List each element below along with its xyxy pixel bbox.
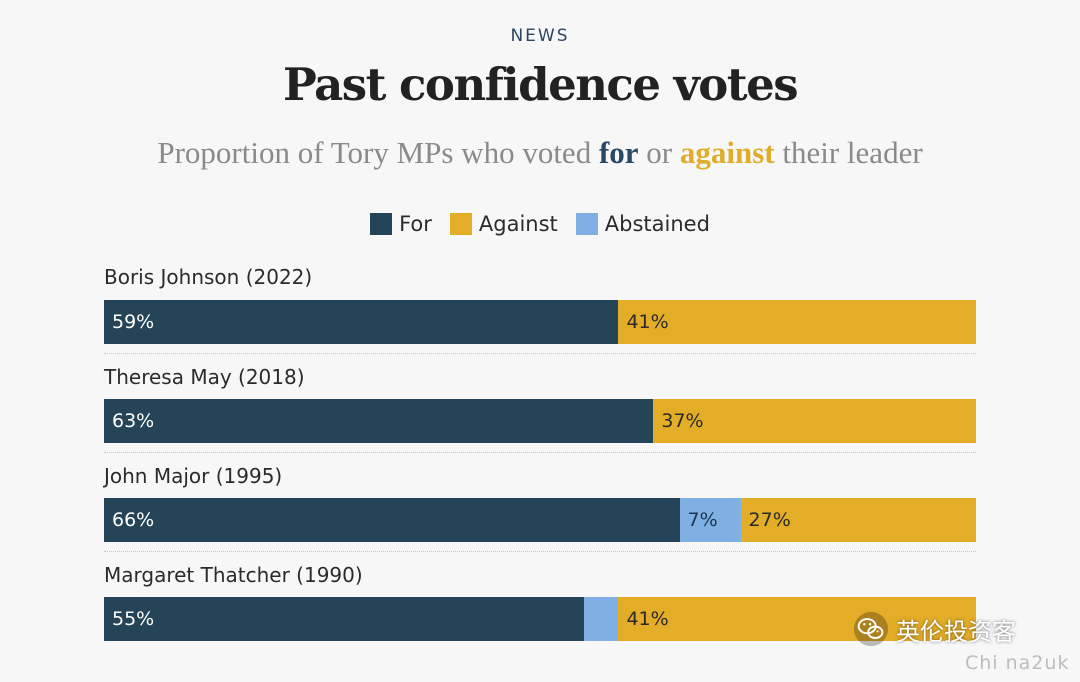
data-label-abstained: 7% [687,509,718,531]
row-divider [104,452,976,453]
section-kicker: NEWS [510,26,570,46]
legend-label-for: For [399,212,432,236]
bar-segment-against: 41% [618,300,976,344]
row-divider [104,353,976,354]
bar-segment-against: 37% [653,399,976,443]
bar-segment-for: 59% [104,300,619,344]
row-divider [104,551,976,552]
subtitle-text-pre: Proportion of Tory MPs who voted [157,135,599,170]
chart-title: Past confidence votes [282,58,799,111]
data-label-against: 41% [626,608,669,630]
legend-swatch-for [370,213,393,235]
legend-label-against: Against [478,212,558,236]
legend-swatch-against [449,213,472,235]
bar-segment-against: 41% [618,597,976,641]
data-label-against: 41% [626,311,669,333]
bar-label-boris-johnson-2022: Boris Johnson (2022) [104,265,313,289]
data-label-against: 27% [748,509,791,531]
chart-legend: For Against Abstained [0,212,1080,236]
legend-item-for: For [370,212,432,236]
watermark-text: 英伦投资客 [896,617,1016,646]
data-label-for: 63% [112,410,155,432]
watermark-secondary: Chi na2uk [965,652,1070,674]
watermark: 英伦投资客 [852,610,1016,648]
subtitle-highlight-against: against [679,135,775,170]
data-label-for: 66% [112,509,155,531]
subtitle-text-mid: or [638,135,680,170]
bar-segment-for: 66% [104,498,680,542]
data-label-for: 59% [112,311,155,333]
bar-label-margaret-thatcher-1990: Margaret Thatcher (1990) [104,563,363,587]
legend-item-against: Against [449,212,558,236]
bar-segment-against: 27% [740,498,976,542]
bar-row-theresa-may-2018: 63% 37% [104,399,976,443]
subtitle-highlight-for: for [598,135,639,170]
bar-label-john-major-1995: John Major (1995) [104,464,283,488]
data-label-against: 37% [661,410,704,432]
bar-segment-for: 63% [104,399,654,443]
legend-label-abstained: Abstained [604,212,710,236]
bar-row-john-major-1995: 66% 7% 27% [104,498,976,542]
bar-segment-abstained: 7% [679,498,741,542]
bar-segment-for: 55% [104,597,584,641]
legend-item-abstained: Abstained [575,212,710,236]
chart-subtitle: Proportion of Tory MPs who voted for or … [0,135,1080,171]
subtitle-text-post: their leader [774,135,923,170]
legend-swatch-abstained [575,213,598,235]
bar-row-boris-johnson-2022: 59% 41% [104,300,976,344]
bar-segment-abstained [583,597,619,641]
bar-row-margaret-thatcher-1990: 55% 41% [104,597,976,641]
data-label-for: 55% [112,608,155,630]
wechat-icon [853,611,889,647]
bar-label-theresa-may-2018: Theresa May (2018) [104,365,305,389]
